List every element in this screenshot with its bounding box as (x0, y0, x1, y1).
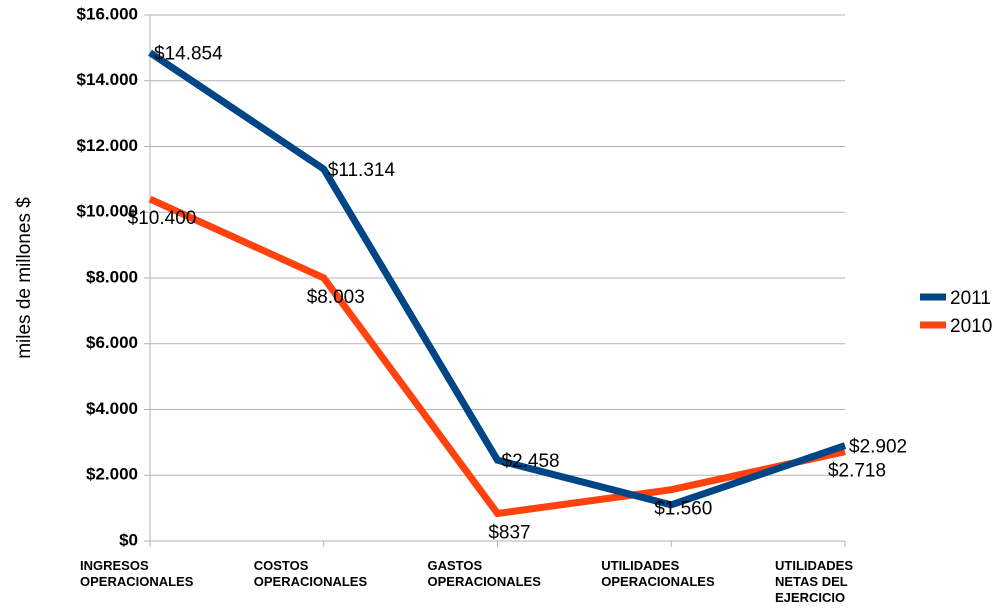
data-label: $14.854 (154, 44, 223, 65)
data-label: $2.718 (828, 461, 886, 482)
y-tick-label: $8.000 (86, 267, 138, 286)
y-tick-label: $2.000 (86, 465, 138, 484)
y-tick-label: $14.000 (77, 70, 138, 89)
data-label: $8.003 (307, 287, 365, 308)
data-label: $2.458 (502, 451, 560, 472)
series-line (148, 195, 846, 518)
data-label: $11.314 (328, 160, 396, 181)
series-line (148, 49, 847, 509)
y-tick-label: $4.000 (86, 399, 138, 418)
y-tick-label: $16.000 (77, 4, 138, 23)
data-label: $837 (488, 522, 530, 543)
y-tick-label: $10.000 (77, 202, 138, 221)
x-tick-label: UTILIDADES OPERACIONALES (601, 558, 715, 589)
x-tick-label: GASTOS OPERACIONALES (428, 558, 542, 589)
x-tick-label: UTILIDADES NETAS DEL EJERCICIO (775, 558, 853, 605)
x-tick-label: INGRESOS OPERACIONALES (80, 558, 194, 589)
x-tick-label: COSTOS OPERACIONALES (254, 558, 368, 589)
y-tick-label: $0 (119, 530, 138, 549)
data-label: $1.560 (654, 499, 712, 520)
legend-label: 2011 (950, 288, 991, 309)
data-label: $10.400 (128, 208, 197, 229)
y-tick-label: $12.000 (77, 136, 138, 155)
y-axis-title: miles de millones $ (14, 197, 35, 359)
data-label: $2.902 (849, 437, 907, 458)
legend-label: 2010 (950, 316, 992, 337)
y-tick-label: $6.000 (86, 333, 138, 352)
